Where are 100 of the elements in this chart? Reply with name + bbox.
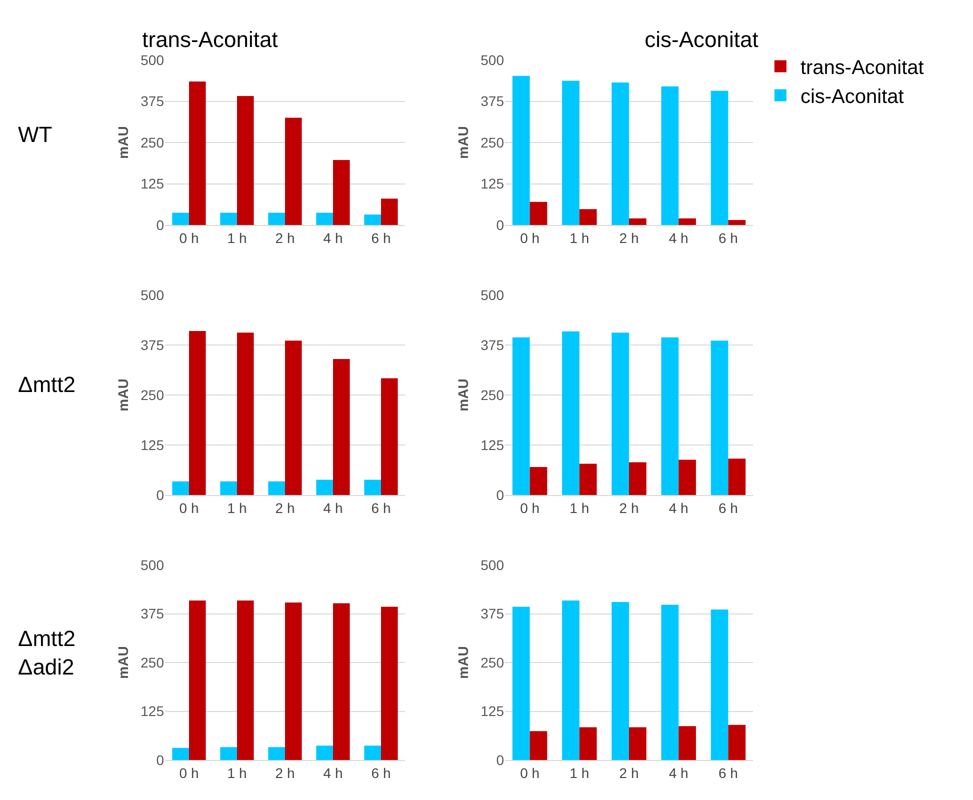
bar [530, 467, 548, 495]
bar [579, 727, 597, 760]
x-tick-label: 2 h [619, 764, 639, 781]
bar [612, 602, 629, 760]
x-tick-label: 0 h [520, 230, 540, 246]
bar [189, 331, 206, 495]
x-tick-label: 4 h [668, 764, 688, 781]
bar [364, 214, 381, 225]
x-tick-label: 4 h [668, 230, 688, 246]
y-tick-label: 500 [140, 286, 164, 303]
bar [678, 460, 696, 495]
bar [316, 212, 333, 225]
y-axis-title: mAU [115, 378, 132, 412]
y-tick-label: 375 [140, 606, 164, 622]
bar [728, 220, 746, 225]
text: WT [18, 122, 52, 147]
chart-title: cis-Aconitat [644, 27, 758, 52]
y-tick-label: 125 [140, 436, 164, 453]
x-tick-label: 1 h [227, 230, 247, 246]
x-tick-label: 6 h [718, 764, 738, 781]
y-tick-label: 250 [140, 386, 164, 403]
y-tick-label: 125 [480, 176, 504, 192]
bar [661, 86, 679, 225]
bar [285, 602, 302, 760]
bar [512, 76, 530, 225]
bar [710, 609, 728, 760]
y-tick-label: 250 [140, 134, 164, 150]
x-tick-label: 1 h [570, 230, 590, 246]
y-tick-label: 0 [496, 486, 504, 503]
y-axis-title: mAU [455, 646, 472, 679]
y-tick-label: 375 [140, 93, 164, 110]
bar [172, 481, 189, 495]
x-tick-label: 4 h [668, 500, 688, 516]
bar [220, 747, 237, 760]
y-tick-label: 500 [480, 52, 504, 68]
y-tick-label: 250 [480, 134, 504, 150]
bar [381, 378, 398, 495]
x-tick-label: 6 h [371, 230, 391, 246]
bar [316, 746, 333, 760]
bar [316, 480, 333, 495]
x-tick-label: 6 h [718, 500, 738, 516]
y-tick-label: 250 [480, 654, 504, 670]
y-tick-label: 125 [480, 703, 504, 720]
bar [728, 458, 746, 495]
x-tick-label: 2 h [275, 500, 295, 516]
text: Δmtt2 [18, 372, 76, 397]
bar [237, 96, 254, 225]
y-tick-label: 0 [496, 752, 504, 768]
x-tick-label: 1 h [570, 500, 590, 516]
bar [612, 82, 629, 225]
bar [728, 724, 746, 760]
legend-label: trans-Aconitat [800, 57, 924, 80]
y-tick-label: 0 [156, 752, 164, 768]
bar [189, 81, 206, 225]
bar [629, 462, 646, 495]
bar [333, 160, 350, 225]
bar [364, 746, 381, 760]
y-tick-label: 375 [480, 606, 504, 622]
y-tick-label: 375 [140, 336, 164, 353]
bar [678, 726, 696, 760]
bar [661, 604, 679, 760]
y-tick-label: 500 [480, 556, 504, 573]
x-tick-label: 0 h [520, 764, 540, 781]
bar [172, 748, 189, 760]
x-tick-label: 2 h [619, 230, 639, 246]
chart-title: trans-Aconitat [142, 27, 278, 52]
bar [579, 464, 597, 495]
bar [512, 606, 530, 760]
y-tick-label: 125 [140, 176, 164, 192]
y-axis-title: mAU [115, 646, 132, 679]
bar [612, 332, 629, 495]
y-tick-label: 0 [156, 486, 164, 503]
x-tick-label: 0 h [179, 230, 199, 246]
x-tick-label: 6 h [371, 500, 391, 516]
x-tick-label: 0 h [179, 500, 199, 516]
bar [661, 337, 679, 495]
bar [333, 603, 350, 760]
x-tick-label: 2 h [275, 230, 295, 246]
bar [237, 600, 254, 760]
x-tick-label: 2 h [619, 500, 639, 516]
bar [530, 202, 548, 225]
bar [220, 212, 237, 225]
y-tick-label: 375 [480, 93, 504, 110]
x-tick-label: 1 h [227, 764, 247, 781]
bar [629, 218, 646, 225]
bar [562, 600, 580, 760]
legend-label: cis-Aconitat [800, 86, 904, 108]
bar [562, 331, 580, 495]
bar [285, 340, 302, 495]
x-tick-label: 4 h [323, 500, 343, 516]
x-tick-label: 4 h [323, 230, 343, 246]
y-tick-label: 125 [480, 436, 504, 453]
y-tick-label: 125 [140, 703, 164, 720]
bar [530, 731, 548, 760]
bar [629, 727, 646, 760]
x-tick-label: 2 h [275, 764, 295, 781]
y-tick-label: 500 [140, 52, 164, 68]
bar [512, 337, 530, 495]
x-tick-label: 1 h [570, 764, 590, 781]
bar [172, 212, 189, 225]
